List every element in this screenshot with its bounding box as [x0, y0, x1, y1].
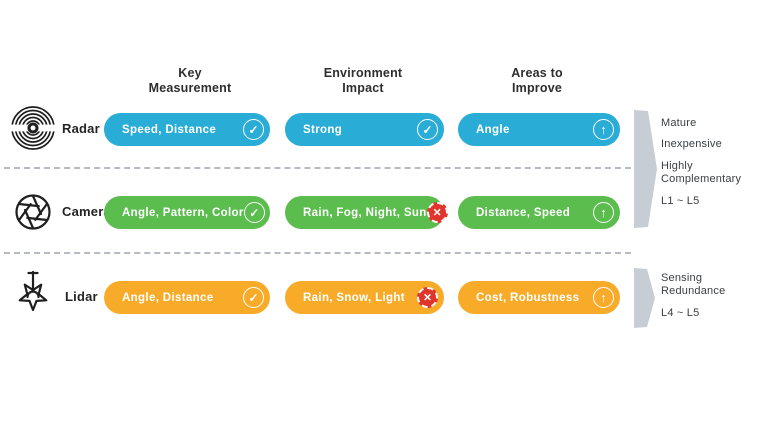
note-line: Highly Complementary — [661, 159, 742, 186]
pill-lidar-areas-to-improve: Cost, Robustness ↑ — [458, 281, 620, 314]
check-circle-icon: ✓ — [243, 119, 264, 140]
lidar-sensor-icon — [8, 266, 58, 333]
improve-arrow-icon: ↑ — [593, 202, 614, 223]
row-label-lidar: Lidar — [65, 289, 98, 304]
row-separator — [4, 167, 631, 169]
note-line: Sensing Redundance — [661, 272, 726, 298]
check-circle-icon: ✓ — [243, 202, 265, 223]
camera-aperture-icon — [10, 189, 56, 240]
pill-camera-environment-impact: Rain, Fog, Night, Sun ✕ — [285, 196, 448, 229]
check-circle-icon: ✓ — [243, 287, 264, 308]
radar-waves-icon — [11, 106, 55, 155]
column-header-environment-impact: Environment Impact — [323, 66, 403, 96]
column-header-areas-to-improve: Areas to Improve — [511, 66, 563, 96]
pill-lidar-key-measurement: Angle, Distance ✓ — [104, 281, 270, 314]
note-line: Inexpensive — [661, 138, 722, 151]
note-line: L1 ~ L5 — [661, 194, 700, 207]
check-circle-icon: ✓ — [417, 119, 438, 140]
row-label-radar: Radar — [62, 121, 100, 136]
row-separator — [4, 252, 631, 254]
pill-text: Rain, Fog, Night, Sun — [303, 206, 427, 219]
row-label-camera: Camera — [62, 204, 111, 219]
note-line: L4 ~ L5 — [661, 306, 700, 319]
pill-camera-areas-to-improve: Distance, Speed ↑ — [458, 196, 620, 229]
pill-text: Angle, Pattern, Color — [122, 206, 244, 219]
bracket-lidar — [634, 268, 656, 333]
pill-camera-key-measurement: Angle, Pattern, Color ✓ — [104, 196, 270, 229]
error-badge-icon: ✕ — [426, 202, 448, 223]
pill-text: Speed, Distance — [122, 123, 217, 136]
pill-radar-key-measurement: Speed, Distance ✓ — [104, 113, 270, 146]
pill-text: Angle — [476, 123, 510, 136]
pill-text: Distance, Speed — [476, 206, 571, 219]
error-badge-icon: ✕ — [417, 287, 438, 308]
pill-text: Angle, Distance — [122, 291, 214, 304]
pill-radar-environment-impact: Strong ✓ — [285, 113, 444, 146]
note-radar-camera: Mature Inexpensive Highly Complementary … — [661, 117, 767, 216]
pill-lidar-environment-impact: Rain, Snow, Light ✕ — [285, 281, 444, 314]
pill-text: Rain, Snow, Light — [303, 291, 405, 304]
pill-text: Strong — [303, 123, 343, 136]
pill-radar-areas-to-improve: Angle ↑ — [458, 113, 620, 146]
pill-text: Cost, Robustness — [476, 291, 580, 304]
column-header-key-measurement: Key Measurement — [148, 66, 232, 96]
improve-arrow-icon: ↑ — [593, 119, 614, 140]
note-lidar: Sensing Redundance L4 ~ L5 — [661, 272, 767, 328]
note-line: Mature — [661, 117, 697, 129]
bracket-radar-camera — [634, 110, 658, 233]
improve-arrow-icon: ↑ — [593, 287, 614, 308]
